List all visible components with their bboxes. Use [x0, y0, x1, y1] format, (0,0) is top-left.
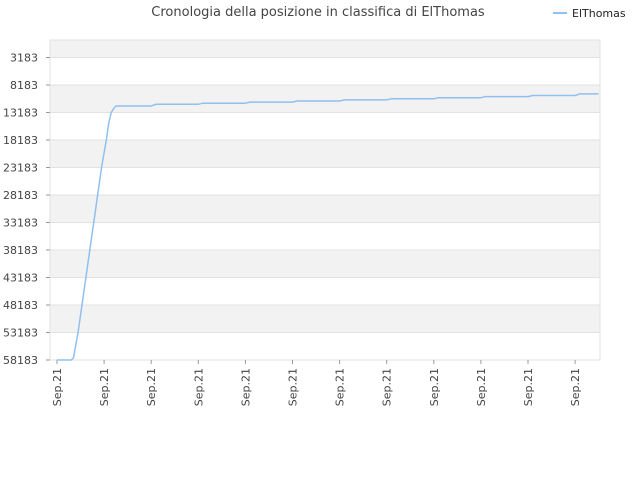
y-tick-label: 8183 — [10, 79, 38, 92]
y-axis-ticks: 3183 8183 13183 18183 23183 28183 33183 38183 43… — [3, 52, 50, 367]
background-band — [50, 332, 600, 360]
y-tick-label: 58183 — [3, 354, 38, 367]
series-line-elthomas — [57, 93, 599, 361]
y-tick-label: 3183 — [10, 52, 38, 65]
gridlines — [50, 57, 600, 361]
x-tick-label: Sep.21 — [287, 368, 300, 406]
y-tick-label: 23183 — [3, 162, 38, 175]
x-tick-label: Sep.21 — [475, 368, 488, 406]
background-band — [50, 195, 600, 223]
x-tick-label: Sep.21 — [569, 368, 582, 406]
background-band — [50, 305, 600, 333]
y-tick-label: 43183 — [3, 272, 38, 285]
background-band — [50, 140, 600, 168]
y-tick-label: 18183 — [3, 134, 38, 147]
x-tick-label: Sep.21 — [428, 368, 441, 406]
background-band — [50, 57, 600, 86]
x-tick-label: Sep.21 — [192, 368, 205, 406]
x-axis-ticks: Sep.21 Sep.21 Sep.21 Sep.21 Sep.21 Sep.21 Sep.… — [51, 360, 582, 406]
y-tick-label: 13183 — [3, 107, 38, 120]
x-tick-label: Sep.21 — [145, 368, 158, 406]
x-tick-label: Sep.21 — [51, 368, 64, 406]
legend: ElThomas — [553, 7, 626, 20]
background-band — [50, 222, 600, 251]
background-band — [50, 277, 600, 306]
chart-title: Cronologia della posizione in classifica… — [151, 5, 485, 20]
x-tick-label: Sep.21 — [239, 368, 252, 406]
x-tick-label: Sep.21 — [381, 368, 394, 406]
y-tick-label: 53183 — [3, 327, 38, 340]
y-tick-label: 48183 — [3, 299, 38, 312]
y-tick-label: 28183 — [3, 189, 38, 202]
background-band — [50, 40, 600, 58]
plot-background-bands — [49, 39, 601, 361]
legend-label-elthomas: ElThomas — [572, 7, 626, 20]
x-tick-label: Sep.21 — [334, 368, 347, 406]
x-tick-label: Sep.21 — [98, 368, 111, 406]
x-tick-label: Sep.21 — [522, 368, 535, 406]
background-band — [50, 112, 600, 141]
y-tick-label: 38183 — [3, 244, 38, 257]
series-layer — [57, 93, 599, 361]
background-band — [50, 167, 600, 196]
y-tick-label: 33183 — [3, 217, 38, 230]
background-band — [50, 250, 600, 278]
background-band — [50, 85, 600, 113]
